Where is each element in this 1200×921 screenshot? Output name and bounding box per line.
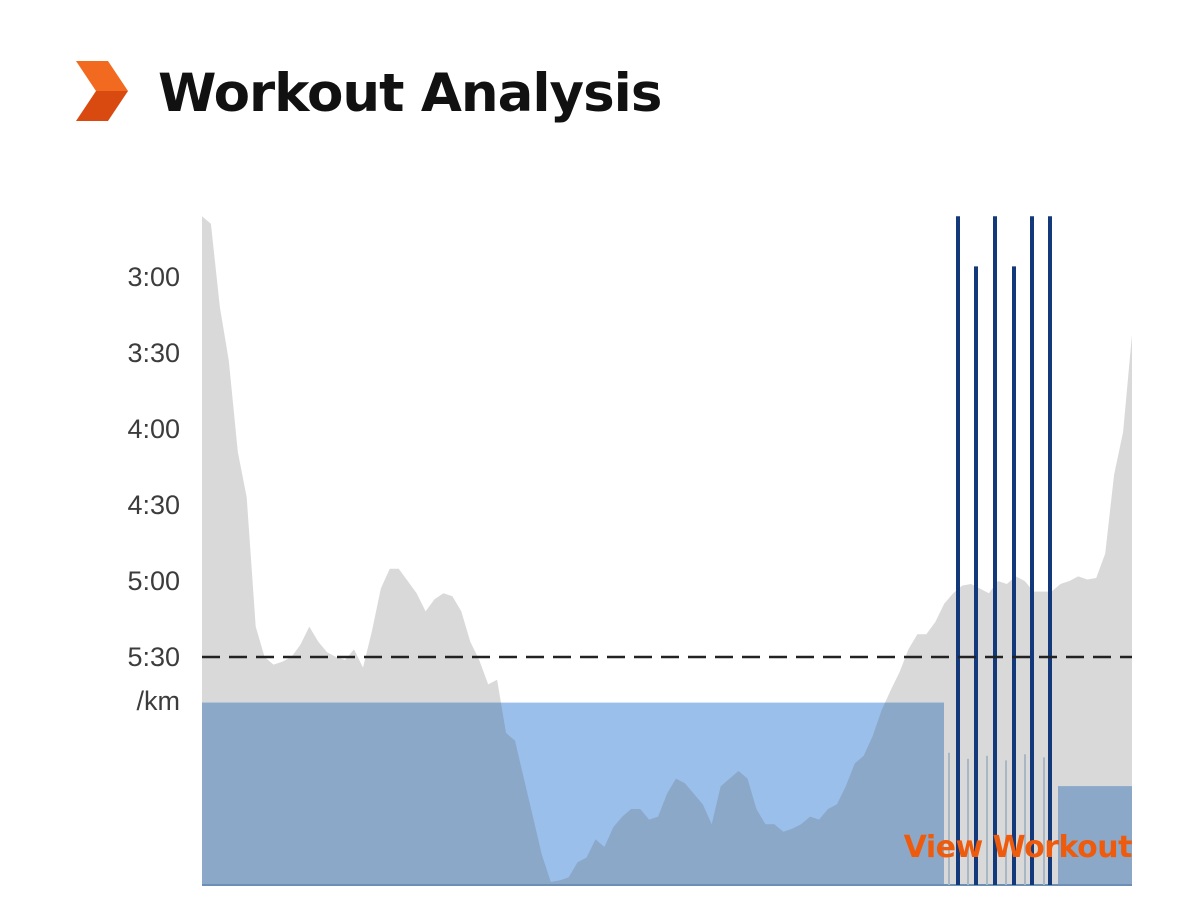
interval-marker xyxy=(967,758,969,885)
y-tick-label: 3:00 xyxy=(127,262,180,292)
page-title: Workout Analysis xyxy=(158,63,662,124)
interval-marker xyxy=(986,755,988,885)
y-tick-label: 4:30 xyxy=(127,490,180,520)
interval-marker xyxy=(1024,754,1026,885)
y-tick-label: 5:30 xyxy=(127,642,180,672)
y-axis-unit-label: /km xyxy=(136,686,181,716)
interval-marker xyxy=(1005,760,1007,885)
interval-marker xyxy=(1043,757,1045,885)
view-workout-link[interactable]: View Workout xyxy=(903,830,1133,865)
y-tick-label: 3:30 xyxy=(127,338,180,368)
interval-marker xyxy=(948,752,950,885)
overlap-zone xyxy=(1058,786,1132,885)
y-tick-label: 4:00 xyxy=(127,414,180,444)
y-tick-label: 5:00 xyxy=(127,566,180,596)
orange-chevron-icon xyxy=(76,61,128,121)
